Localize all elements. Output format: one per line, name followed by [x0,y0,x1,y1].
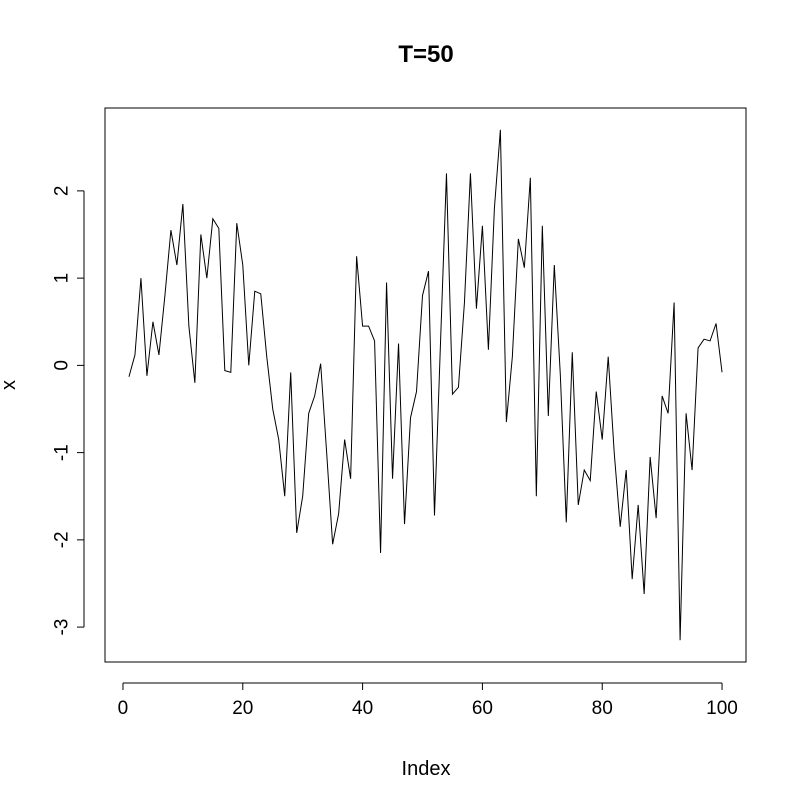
x-axis-label: Index [402,758,451,780]
y-tick-label: 0 [52,360,73,371]
x-tick-label: 0 [118,698,129,719]
y-axis-label: x [0,380,20,390]
series-line [128,129,723,641]
y-tick-label: -3 [52,619,73,636]
y-tick-label: 1 [52,273,73,284]
x-axis: 0 20 40 60 80 100 [118,682,738,719]
plot-frame [104,107,747,663]
series-layer [128,129,723,641]
x-tick-label: 100 [706,698,738,719]
y-tick-label: -2 [52,531,73,548]
y-axis: -3 -2 -1 0 1 2 [52,186,85,636]
y-tick-label: 2 [52,186,73,197]
x-tick-label: 40 [352,698,373,719]
x-tick-label: 60 [472,698,493,719]
y-tick-label: -1 [52,444,73,461]
chart-title: T=50 [398,41,453,68]
x-tick-label: 20 [232,698,253,719]
x-tick-label: 80 [592,698,613,719]
